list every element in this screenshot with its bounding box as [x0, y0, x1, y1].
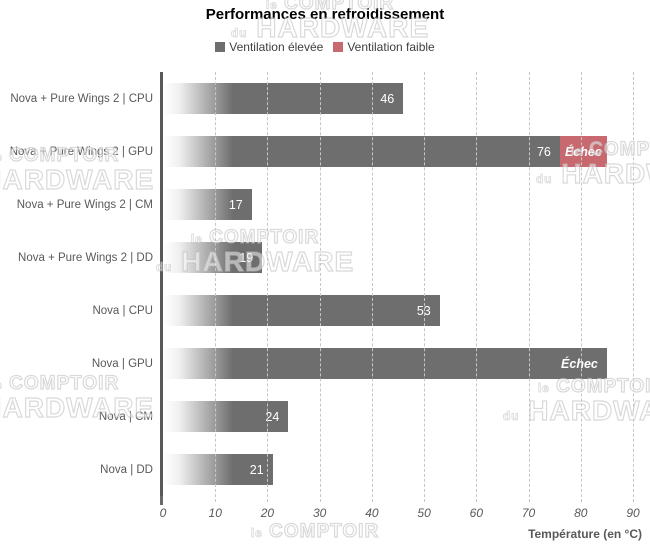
bar-row: 19: [163, 231, 632, 284]
category-label: Nova | CPU: [92, 304, 153, 317]
y-axis-tick: [160, 496, 163, 505]
bar-value-label: 17: [228, 197, 243, 212]
gridline: [633, 72, 634, 502]
bar-high-ventilation: 46: [163, 83, 404, 114]
x-tick-label: 40: [365, 506, 379, 520]
chart-title: Performances en refroidissement: [205, 6, 445, 23]
bar-value-label: 53: [416, 303, 431, 318]
legend-label: Ventilation faible: [347, 40, 435, 54]
bar-row: 17: [163, 178, 632, 231]
bar-high-ventilation: Échec: [163, 348, 607, 379]
bar-value-label: 19: [239, 250, 254, 265]
bar-row: 46: [163, 72, 632, 125]
x-tick-label: 0: [159, 506, 167, 520]
bar-low-ventilation: Échec: [559, 136, 607, 167]
x-tick-label: 10: [208, 506, 222, 520]
category-label: Nova | CM: [98, 410, 153, 423]
plot-area: 46 76 Échec 17 19 53 Échec 24 21: [160, 72, 634, 502]
watermark: le COMPTOIR du HARDWARE: [200, 521, 430, 545]
x-tick-label: 60: [469, 506, 484, 520]
category-label: Nova + Pure Wings 2 | CM: [16, 198, 153, 211]
bar-high-ventilation: 19: [163, 242, 263, 273]
category-label: Nova | DD: [100, 463, 153, 476]
bar-row: 76 Échec: [163, 125, 632, 178]
bar-high-ventilation: 76: [163, 136, 560, 167]
gridline: [267, 72, 269, 502]
bar-fail-label: Échec: [564, 144, 602, 159]
gridline: [215, 72, 217, 502]
watermark-line1: le COMPTOIR: [250, 521, 380, 542]
gridline: [319, 72, 321, 502]
bar-high-ventilation: 21: [163, 454, 273, 485]
legend-label: Ventilation élevée: [229, 40, 324, 54]
x-tick-label: 50: [417, 506, 431, 520]
bar-high-ventilation: 24: [163, 401, 289, 432]
gridline: [528, 72, 530, 502]
bar-value-label: 46: [380, 91, 395, 106]
x-tick-label: 80: [574, 506, 588, 520]
category-label: Nova + Pure Wings 2 | DD: [18, 251, 153, 264]
bar-row: 53: [163, 284, 632, 337]
gridline: [580, 72, 582, 502]
bar-value-label: 21: [249, 462, 264, 477]
category-label: Nova + Pure Wings 2 | GPU: [9, 145, 153, 158]
x-tick-label: 70: [521, 506, 536, 520]
bar-row: Échec: [163, 337, 632, 390]
bar-value-label: 76: [536, 144, 551, 159]
legend-item: Ventilation faible: [333, 40, 435, 54]
category-label: Nova | GPU: [91, 357, 153, 370]
bar-row: 24: [163, 390, 632, 443]
x-tick-label: 90: [626, 506, 640, 520]
category-label: Nova + Pure Wings 2 | CPU: [10, 92, 153, 105]
legend: Ventilation élevée Ventilation faible: [0, 40, 650, 54]
gridline: [371, 72, 373, 502]
x-axis-title: Température (en °C): [528, 527, 642, 541]
bar-value-label: 24: [265, 409, 280, 424]
gridline: [476, 72, 478, 502]
x-tick-label: 30: [312, 506, 327, 520]
x-ticks: 0 10 20 30 40 50 60 70 80 90: [0, 506, 650, 522]
bar-high-ventilation: 53: [163, 295, 440, 326]
bar-high-ventilation: 17: [163, 189, 252, 220]
bar-row: 21: [163, 443, 632, 496]
bar-value-label: Échec: [561, 356, 598, 371]
plot-rows: 46 76 Échec 17 19 53 Échec 24 21: [163, 72, 632, 496]
category-labels: Nova + Pure Wings 2 | CPU Nova + Pure Win…: [0, 72, 153, 496]
legend-swatch: [215, 42, 226, 52]
gridline: [424, 72, 426, 502]
x-tick-label: 20: [260, 506, 275, 520]
legend-swatch: [333, 42, 344, 52]
legend-item: Ventilation élevée: [215, 40, 323, 54]
